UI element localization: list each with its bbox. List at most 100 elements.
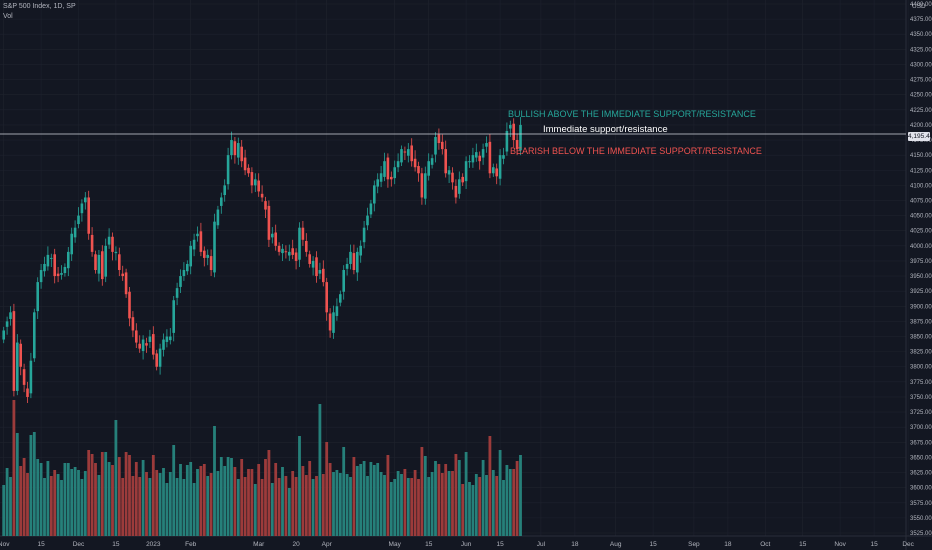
candle-body [230,140,233,156]
volume-bar [349,477,352,536]
candle-body [16,342,19,391]
candle-body [447,170,451,175]
candle-body [264,201,267,210]
volume-bar [396,471,400,536]
annotation-bullish: BULLISH ABOVE THE IMMEDIATE SUPPORT/RESI… [508,109,756,119]
y-tick-label: 4050.00 [910,214,932,220]
candle-body [152,334,155,355]
candle-body [19,343,22,367]
candle-body [485,143,488,147]
candle-body [315,257,318,277]
candle-body [410,145,413,162]
volume-bar [53,470,57,536]
volume-bar [423,456,427,536]
volume-bar [189,462,193,536]
candle-body [53,254,56,277]
y-tick-label: 4100.00 [910,183,932,189]
volume-bar [427,477,431,536]
candle-body [46,254,50,267]
volume-bar [386,455,390,536]
candle-body [383,161,386,177]
candle-body [80,203,84,214]
volume-bar [121,478,125,536]
y-tick-label: 4350.00 [910,32,932,38]
y-tick-label: 3900.00 [910,304,932,310]
volume-bar [172,445,176,536]
candle-body [104,245,107,277]
volume-bar [70,469,74,536]
candle-body [155,353,158,367]
candle-body [39,270,43,283]
candle-body [226,155,230,185]
volume-bar [12,400,16,536]
volume-bar [464,452,468,536]
candle-body [339,294,342,303]
volume-bar [474,474,478,536]
x-tick-label: 15 [870,541,878,548]
volume-bar [90,454,94,536]
candle-body [288,251,291,256]
volume-bar [294,477,298,536]
volume-bar [345,474,349,536]
candle-body [240,146,243,162]
x-tick-label: 18 [724,541,732,548]
y-tick-label: 3650.00 [910,455,932,461]
candle-body [165,336,169,342]
candle-body [5,321,9,327]
volume-bar [162,468,165,536]
volume-bar [148,478,152,536]
candle-body [325,282,328,313]
candle-body [101,251,104,280]
candle-body [464,161,468,182]
volume-bar [5,468,9,536]
x-tick-label: 15 [112,541,120,548]
volume-bar [257,464,261,536]
y-tick-label: 4250.00 [910,93,932,99]
candle-body [216,209,220,226]
candle-body [124,272,128,295]
volume-bar [420,447,424,536]
volume-bar [100,452,104,536]
candle-body [29,360,33,394]
candle-body [186,263,189,272]
y-tick-label: 3850.00 [910,335,932,341]
volume-bar [226,457,230,536]
candle-body [322,268,325,283]
y-tick-label: 4125.00 [910,168,932,174]
candle-body [359,245,362,256]
volume-bar [145,472,148,536]
x-tick-label: Feb [185,541,197,548]
candle-body [335,306,339,316]
volume-bar [250,469,254,536]
candle-body [352,253,356,271]
candle-body [512,123,515,141]
candle-body [390,176,393,180]
volume-bar [498,450,502,536]
volume-bar [393,479,397,536]
volume-bar [185,465,189,536]
candle-body [237,143,240,158]
volume-bar [502,480,505,536]
candle-body [148,336,152,342]
volume-bar [291,471,295,536]
volume-bar [151,455,155,536]
volume-bar [216,471,220,536]
volume-bar [515,461,519,536]
x-tick-label: 15 [425,541,433,548]
candle-body [492,167,495,174]
volume-bar [158,473,162,536]
x-tick-label: Mar [253,541,265,548]
candle-body [403,151,407,153]
candle-body [254,179,257,186]
volume-bar [260,479,264,536]
y-tick-label: 3550.00 [910,516,932,522]
candle-body [318,270,322,274]
y-tick-label: 4300.00 [910,62,932,68]
candle-body [332,312,335,333]
volume-bar [468,482,471,536]
candle-body [107,236,111,245]
candle-body [162,339,165,350]
candle-body [243,157,247,171]
candle-body [128,291,131,319]
